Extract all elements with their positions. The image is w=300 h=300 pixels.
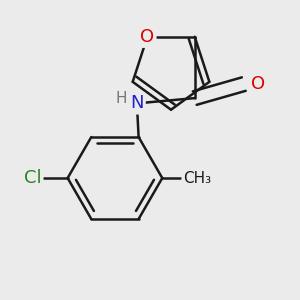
Text: O: O xyxy=(251,75,265,93)
Text: H: H xyxy=(116,91,127,106)
Text: N: N xyxy=(130,94,144,112)
Text: CH₃: CH₃ xyxy=(183,170,211,185)
Text: O: O xyxy=(140,28,154,46)
Text: Cl: Cl xyxy=(24,169,41,187)
